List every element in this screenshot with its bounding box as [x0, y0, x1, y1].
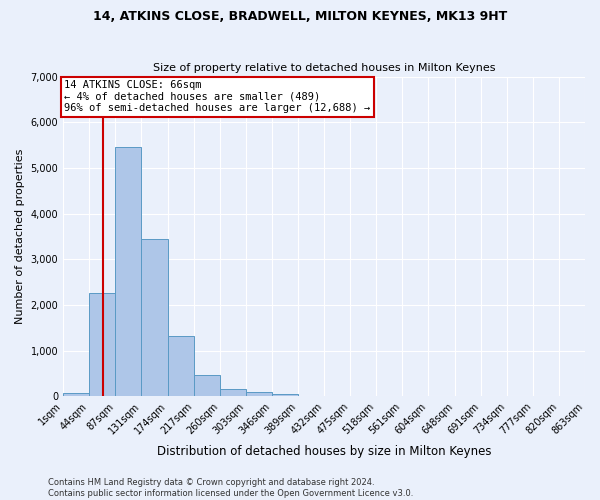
Bar [167, 336, 194, 396]
Bar [115, 147, 142, 396]
X-axis label: Distribution of detached houses by size in Milton Keynes: Distribution of detached houses by size … [157, 444, 491, 458]
Bar [194, 376, 220, 396]
Bar [63, 393, 89, 396]
Bar [246, 392, 272, 396]
Text: Contains HM Land Registry data © Crown copyright and database right 2024.
Contai: Contains HM Land Registry data © Crown c… [48, 478, 413, 498]
Text: 14, ATKINS CLOSE, BRADWELL, MILTON KEYNES, MK13 9HT: 14, ATKINS CLOSE, BRADWELL, MILTON KEYNE… [93, 10, 507, 23]
Bar [89, 292, 115, 397]
Bar [272, 394, 298, 396]
Bar [220, 389, 246, 396]
Bar [142, 238, 167, 396]
Text: 14 ATKINS CLOSE: 66sqm
← 4% of detached houses are smaller (489)
96% of semi-det: 14 ATKINS CLOSE: 66sqm ← 4% of detached … [64, 80, 371, 114]
Y-axis label: Number of detached properties: Number of detached properties [15, 148, 25, 324]
Title: Size of property relative to detached houses in Milton Keynes: Size of property relative to detached ho… [153, 63, 496, 73]
